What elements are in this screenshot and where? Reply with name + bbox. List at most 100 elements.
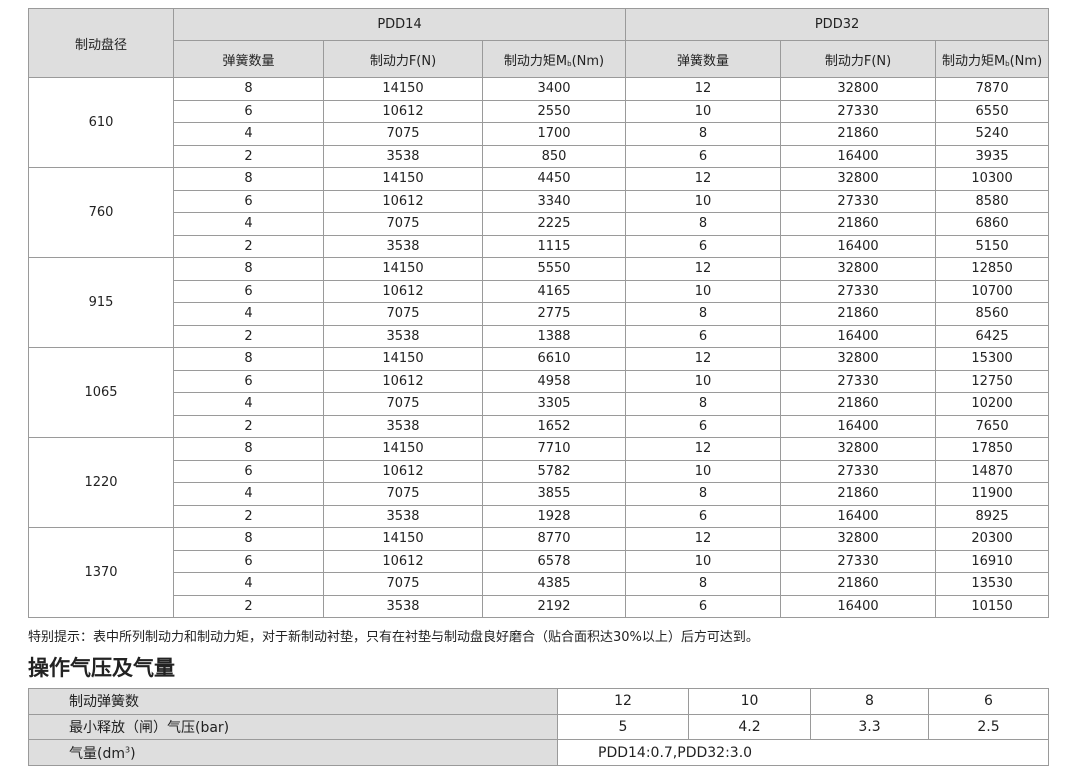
table-cell: 17850 <box>935 437 1050 461</box>
table-cell: 1700 <box>481 122 627 146</box>
table-cell: 12 <box>625 257 782 281</box>
table-cell: 7075 <box>323 302 483 326</box>
table-cell: 8925 <box>935 504 1050 528</box>
table-cell: 8580 <box>935 189 1050 213</box>
table-cell: 14150 <box>323 257 483 281</box>
table-cell: 8 <box>173 77 324 101</box>
table-row: 6 10612 4958 10 27330 12750 <box>29 369 1050 393</box>
table-row: 2 3538 2192 6 16400 10150 <box>29 594 1050 618</box>
table-cell: 12850 <box>935 257 1050 281</box>
table-cell: 10 <box>625 369 782 393</box>
table-cell: 2550 <box>481 99 627 123</box>
table-cell: 4 <box>173 392 324 416</box>
table-cell: 27330 <box>780 279 937 303</box>
ops-label-air-volume: 气量(dm3) <box>28 739 558 767</box>
table-cell: 7870 <box>935 77 1050 101</box>
table-cell: 2 <box>173 324 324 348</box>
table-cell: 7075 <box>323 482 483 506</box>
table-cell: 3340 <box>481 189 627 213</box>
header-diameter: 制动盘径 <box>28 8 174 78</box>
table-cell: 5150 <box>935 234 1050 258</box>
table-cell: 3538 <box>323 234 483 258</box>
table-cell: 12 <box>625 527 782 551</box>
table-cell: 1928 <box>481 504 627 528</box>
subheader-force: 制动力F(N) <box>323 40 483 78</box>
table-cell: 13530 <box>935 572 1050 596</box>
torque-subscript: b <box>567 59 572 68</box>
table-cell: 6 <box>173 369 324 393</box>
table-cell: 21860 <box>780 572 937 596</box>
table-cell: 14150 <box>323 437 483 461</box>
table-cell: 6610 <box>481 347 627 371</box>
table-cell: 32800 <box>780 437 937 461</box>
table-cell: 16400 <box>780 144 937 168</box>
table-cell: 5782 <box>481 459 627 483</box>
table-cell: 2 <box>173 594 324 618</box>
table-cell: 4 <box>173 302 324 326</box>
table-cell: 2 <box>173 144 324 168</box>
table-cell: 4385 <box>481 572 627 596</box>
table-cell: 8 <box>625 482 782 506</box>
table-cell: 2 <box>173 504 324 528</box>
table-cell: 7650 <box>935 414 1050 438</box>
ops-label-pressure: 最小释放（闸）气压(bar) <box>28 713 558 741</box>
diameter-cell: 1220 <box>28 437 174 528</box>
table-row: 6 10612 3340 10 27330 8580 <box>29 189 1050 213</box>
table-cell: 10 <box>625 459 782 483</box>
table-cell: 21860 <box>780 392 937 416</box>
table-row: 2 3538 1928 6 16400 8925 <box>29 504 1050 528</box>
table-cell: 1388 <box>481 324 627 348</box>
table-cell: 10 <box>625 279 782 303</box>
table-cell: 21860 <box>780 212 937 236</box>
table-cell: 3855 <box>481 482 627 506</box>
table-cell: 7075 <box>323 572 483 596</box>
diameter-cell: 610 <box>28 77 174 168</box>
ops-cell: 4.2 <box>688 713 811 741</box>
label-text: 气量(dm <box>69 745 125 762</box>
table-cell: 3305 <box>481 392 627 416</box>
table-cell: 21860 <box>780 302 937 326</box>
table-cell: 4 <box>173 482 324 506</box>
table-row: 6 10612 4165 10 27330 10700 <box>29 279 1050 303</box>
table-cell: 32800 <box>780 527 937 551</box>
ops-cell: 3.3 <box>810 713 929 741</box>
note-text: 特别提示：表中所列制动力和制动力矩，对于新制动衬垫，只有在衬垫与制动盘良好磨合（… <box>28 630 759 645</box>
table-cell: 6 <box>625 504 782 528</box>
header-group-pdd32: PDD32 <box>625 8 1050 41</box>
torque-label: 制动力矩M <box>941 53 1006 69</box>
table-row: 915 8 14150 5550 12 32800 12850 <box>28 257 1050 348</box>
section-title: 操作气压及气量 <box>28 656 175 680</box>
table-cell: 10 <box>625 99 782 123</box>
table-cell: 8 <box>173 257 324 281</box>
table-cell: 6 <box>173 549 324 573</box>
table-cell: 10612 <box>323 459 483 483</box>
table-cell: 14150 <box>323 77 483 101</box>
header-group-pdd14: PDD14 <box>172 8 627 41</box>
table-cell: 2775 <box>481 302 627 326</box>
table-row: 610 8 14150 3400 12 32800 7870 <box>28 77 1050 168</box>
table-row: 6 10612 6578 10 27330 16910 <box>29 549 1050 573</box>
table-cell: 16910 <box>935 549 1050 573</box>
diameter-cell: 760 <box>28 167 174 258</box>
table-cell: 4450 <box>481 167 627 191</box>
subheader-torque: 制动力矩Mb(Nm) <box>481 40 627 78</box>
table-cell: 7075 <box>323 212 483 236</box>
table-cell: 10612 <box>323 369 483 393</box>
table-cell: 3400 <box>481 77 627 101</box>
table-row: 1370 8 14150 8770 12 32800 20300 <box>28 527 1050 618</box>
table-cell: 3538 <box>323 504 483 528</box>
table-cell: 2192 <box>481 594 627 618</box>
table-cell: 7075 <box>323 122 483 146</box>
ops-cell: 2.5 <box>928 713 1049 741</box>
table-cell: 10300 <box>935 167 1050 191</box>
table-row: 4 7075 1700 8 21860 5240 <box>29 122 1050 146</box>
diameter-cell: 1370 <box>28 527 174 618</box>
ops-cell: 6 <box>928 688 1049 715</box>
table-row: 2 3538 1652 6 16400 7650 <box>29 414 1050 438</box>
table-cell: 14150 <box>323 347 483 371</box>
table-cell: 8 <box>173 527 324 551</box>
table-cell: 12 <box>625 167 782 191</box>
table-cell: 1115 <box>481 234 627 258</box>
table-row: 4 7075 2225 8 21860 6860 <box>29 212 1050 236</box>
table-cell: 8 <box>625 302 782 326</box>
